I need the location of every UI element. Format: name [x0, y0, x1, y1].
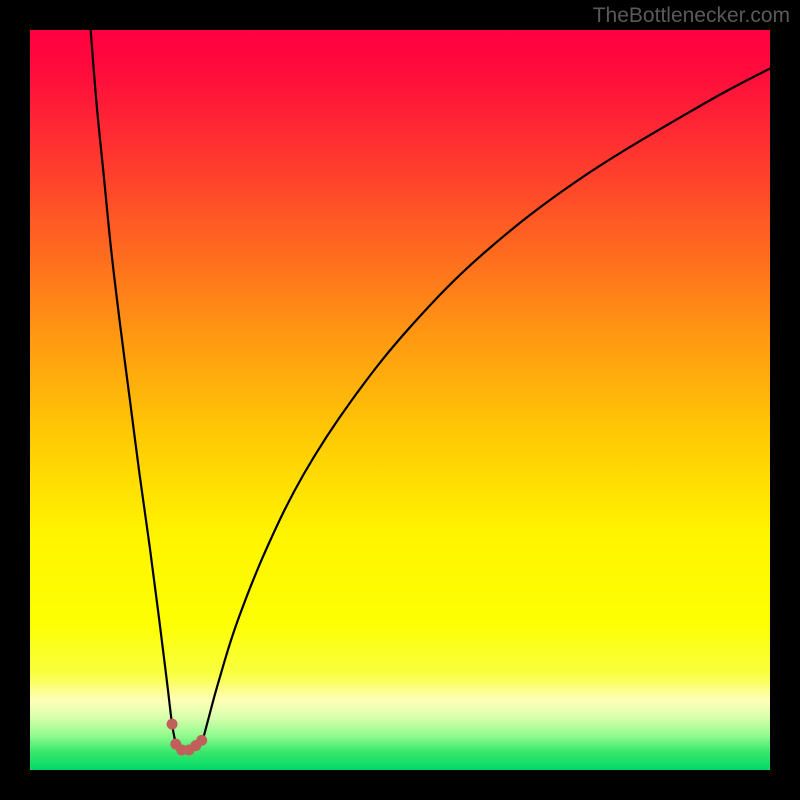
watermark-text: TheBottlenecker.com — [593, 4, 790, 28]
left-curve — [91, 30, 176, 744]
bottleneck-curves — [30, 30, 770, 770]
minimum-marker — [196, 735, 207, 746]
right-curve — [202, 68, 770, 744]
chart-container: TheBottlenecker.com — [0, 0, 800, 800]
plot-area — [30, 30, 770, 770]
minimum-marker — [167, 719, 178, 730]
